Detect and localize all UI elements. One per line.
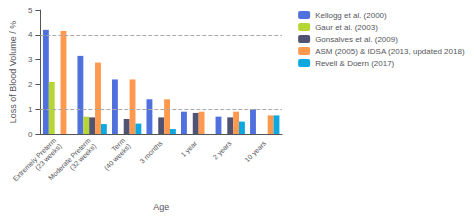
svg-text:3 months: 3 months (138, 139, 164, 165)
svg-text:Loss of Blood Volume / %: Loss of Blood Volume / % (8, 21, 18, 124)
svg-text:ASM (2005) & IDSA (2013, updat: ASM (2005) & IDSA (2013, updated 2018) (315, 47, 465, 56)
svg-text:Age: Age (153, 202, 169, 212)
svg-text:Revell & Doern (2017): Revell & Doern (2017) (315, 59, 394, 68)
svg-text:5: 5 (28, 6, 33, 15)
svg-text:(23 weeks): (23 weeks) (33, 142, 63, 172)
svg-text:Moderate Preterm: Moderate Preterm (47, 136, 92, 182)
svg-text:0: 0 (28, 130, 33, 139)
svg-text:1 year: 1 year (179, 139, 199, 159)
svg-text:2: 2 (28, 80, 33, 89)
svg-text:(32 weeks): (32 weeks) (68, 142, 98, 172)
svg-text:2 years: 2 years (212, 139, 234, 161)
svg-text:(40 weeks): (40 weeks) (103, 142, 133, 172)
svg-text:Gonsalves et al. (2009): Gonsalves et al. (2009) (315, 35, 398, 44)
svg-text:1: 1 (28, 105, 33, 114)
svg-text:Extremely Preterm: Extremely Preterm (11, 136, 58, 183)
svg-text:Term: Term (110, 136, 127, 153)
svg-text:Kellogg et al. (2000): Kellogg et al. (2000) (315, 11, 387, 20)
svg-text:Gaur et al. (2003): Gaur et al. (2003) (315, 23, 378, 32)
svg-text:4: 4 (28, 30, 33, 39)
svg-text:3: 3 (28, 55, 33, 64)
svg-text:10 years: 10 years (243, 139, 268, 164)
